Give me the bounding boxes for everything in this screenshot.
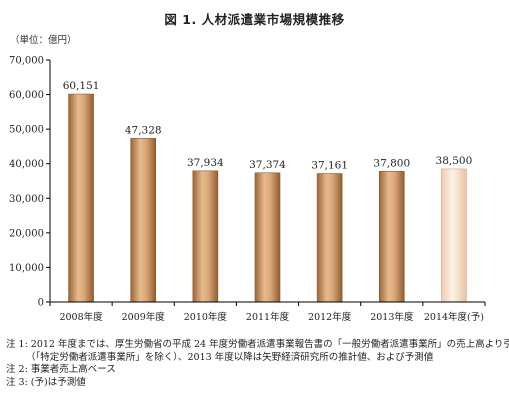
data-label: 47,328 <box>125 124 162 136</box>
data-label: 37,934 <box>187 157 224 169</box>
x-axis: 2008年度 2009年度 2010年度 2011年度 2012年度 2013年度 2014… <box>49 301 486 323</box>
bars-group: 60,151 47,328 37,934 37,374 37,161 37,800 38,5… <box>63 80 473 303</box>
y-tick-label: 30,000 <box>9 194 44 205</box>
x-tick-label: 2010年度 <box>184 311 228 323</box>
bar <box>68 93 94 303</box>
bar <box>130 138 157 303</box>
y-axis: 0 10,000 20,000 30,000 40,000 50,000 60,000 70,… <box>9 56 51 309</box>
data-label: 38,500 <box>436 155 473 167</box>
bar <box>316 173 343 303</box>
x-tick-label: 2014年度(予) <box>424 311 484 323</box>
x-tick-label: 2008年度 <box>59 311 103 323</box>
x-tick-label: 2009年度 <box>122 311 166 323</box>
footnote-1-continued: （「特定労働者派遣事業所」を除く）、2013 年度以降は矢野経済研究所の推計値、… <box>26 351 434 363</box>
y-tick-label: 50,000 <box>9 125 44 136</box>
y-tick-label: 20,000 <box>9 228 44 239</box>
y-tick-label: 10,000 <box>9 263 44 274</box>
bar <box>378 171 405 303</box>
y-tick-label: 60,000 <box>9 90 44 101</box>
x-tick-label: 2012年度 <box>308 311 352 323</box>
data-label: 37,800 <box>373 157 410 169</box>
footnotes: 注 1: 2012 年度までは、厚生労働省の平成 24 年度労働者派遣事業報告書… <box>6 339 509 389</box>
footnote-2: 注 2: 事業者売上高ベース <box>6 364 116 376</box>
bar-chart: 0 10,000 20,000 30,000 40,000 50,000 60,000 70,… <box>9 56 486 323</box>
x-tick-label: 2013年度 <box>370 311 414 323</box>
bar <box>192 170 219 303</box>
chart-title: 図 1. 人材派遣業市場規模推移 <box>164 12 345 27</box>
data-label: 37,161 <box>311 160 348 172</box>
footnote-1: 注 1: 2012 年度までは、厚生労働省の平成 24 年度労働者派遣事業報告書… <box>6 339 509 350</box>
y-tick-label: 70,000 <box>9 56 44 67</box>
y-tick-label: 40,000 <box>9 159 44 170</box>
y-tick-label: 0 <box>38 298 44 309</box>
x-tick-label: 2011年度 <box>246 311 290 323</box>
bar-forecast <box>441 168 467 303</box>
data-label: 60,151 <box>63 80 100 92</box>
unit-label: （単位：億円） <box>10 35 77 46</box>
data-label: 37,374 <box>249 159 286 171</box>
bar <box>254 172 281 303</box>
footnote-3: 注 3: (予)は予測値 <box>6 376 86 388</box>
